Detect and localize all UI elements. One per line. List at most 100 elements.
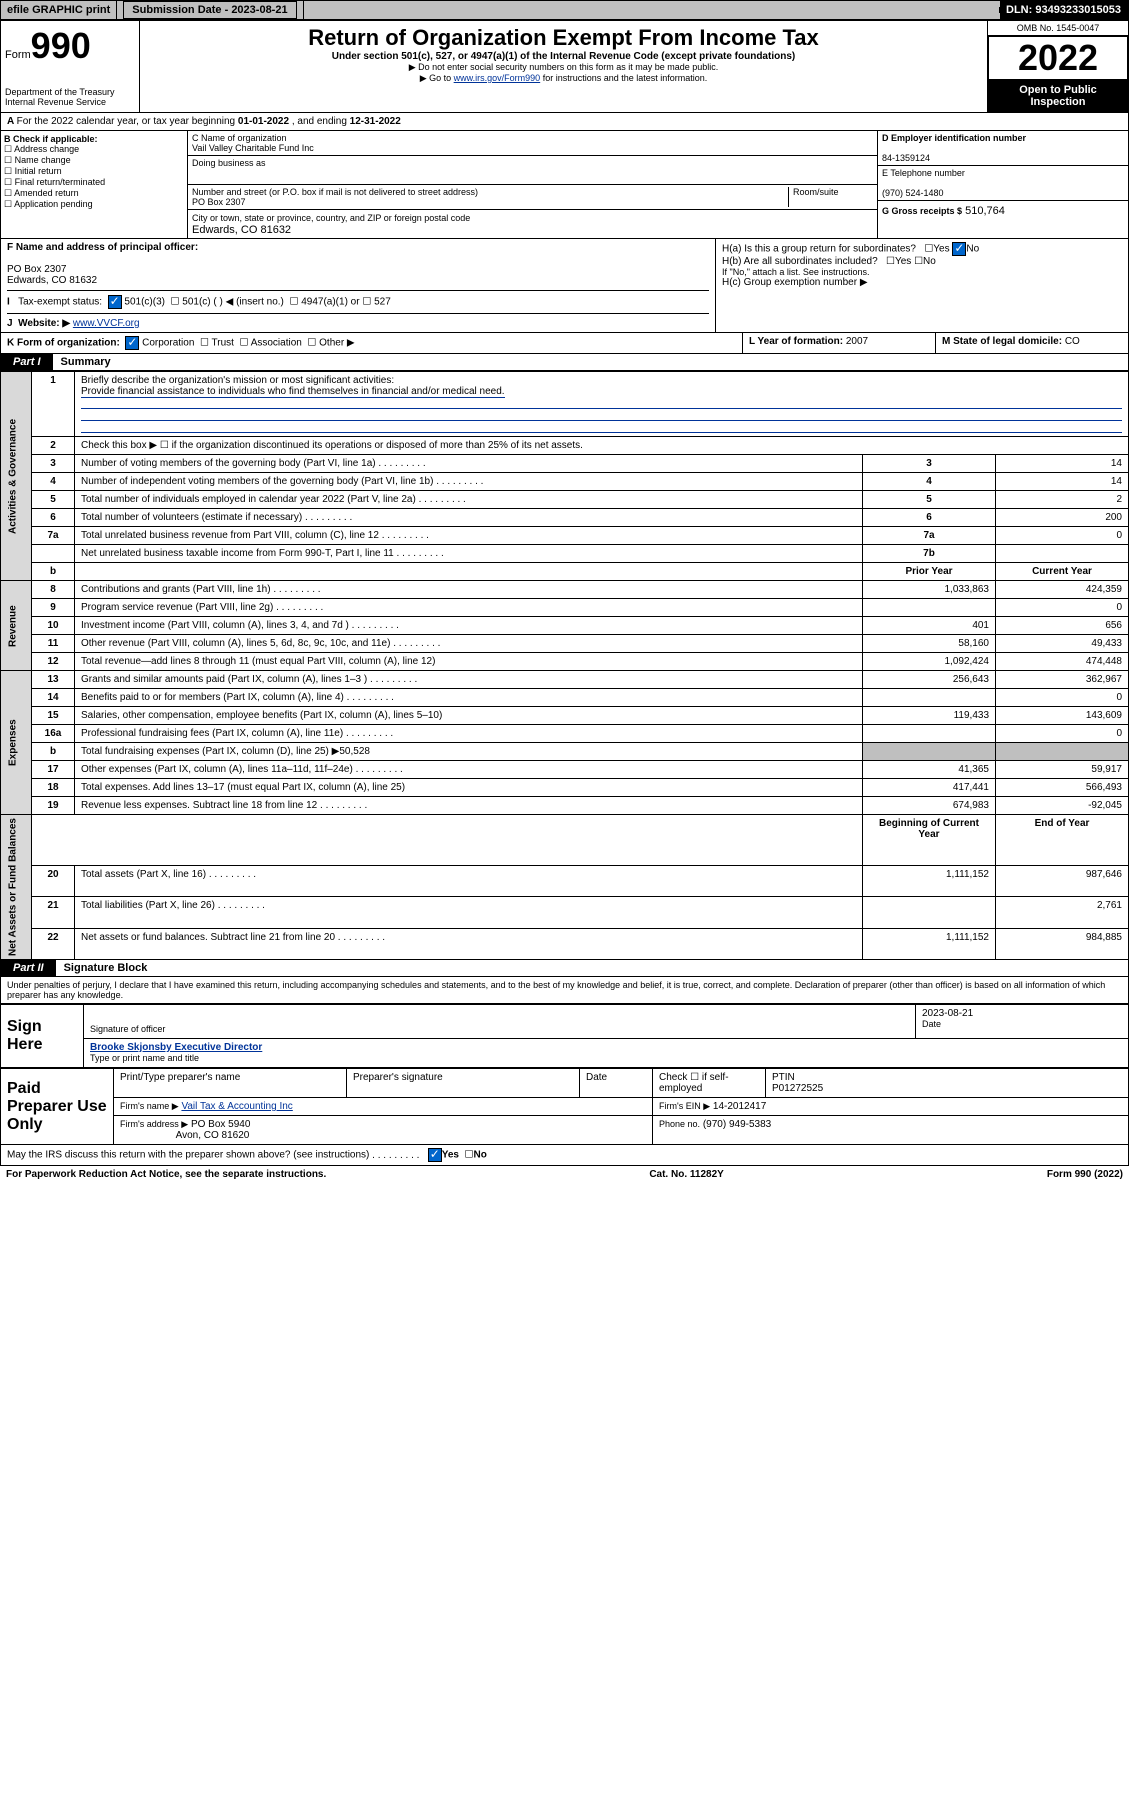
side-revenue: Revenue bbox=[1, 581, 32, 671]
officer-name[interactable]: Brooke Skjonsby Executive Director bbox=[90, 1042, 262, 1053]
h-a: H(a) Is this a group return for subordin… bbox=[722, 242, 1122, 256]
gross-receipts: 510,764 bbox=[965, 205, 1005, 217]
efile-label: efile GRAPHIC print bbox=[1, 1, 117, 19]
b-label: B Check if applicable: bbox=[4, 134, 184, 144]
omb-number: OMB No. 1545-0047 bbox=[988, 21, 1128, 36]
section-k-l-m: K Form of organization: Corporation ☐ Tr… bbox=[0, 333, 1129, 354]
org-name: Vail Valley Charitable Fund Inc bbox=[192, 143, 314, 153]
top-bar: efile GRAPHIC print Submission Date - 20… bbox=[0, 0, 1129, 20]
chk-self-emp[interactable]: Check ☐ if self-employed bbox=[653, 1069, 766, 1098]
chk-may-irs-yes[interactable] bbox=[428, 1148, 442, 1162]
declaration: Under penalties of perjury, I declare th… bbox=[0, 977, 1129, 1004]
val-7b bbox=[996, 545, 1129, 563]
section-f-h: F Name and address of principal officer:… bbox=[0, 239, 1129, 333]
date-label: Date bbox=[922, 1019, 941, 1029]
subtitle-2: ▶ Do not enter social security numbers o… bbox=[144, 62, 983, 73]
type-name-label: Type or print name and title bbox=[90, 1053, 199, 1063]
sign-here-label: Sign Here bbox=[1, 1005, 84, 1068]
pt-name-label: Print/Type preparer's name bbox=[114, 1069, 347, 1098]
j-label: Website: ▶ bbox=[18, 318, 73, 329]
subtitle-1: Under section 501(c), 527, or 4947(a)(1)… bbox=[144, 51, 983, 62]
k-label: K Form of organization: bbox=[7, 338, 120, 349]
main-title: Return of Organization Exempt From Incom… bbox=[144, 25, 983, 51]
h-b: H(b) Are all subordinates included? ☐Yes… bbox=[722, 256, 1122, 267]
form-word: Form bbox=[5, 49, 31, 61]
mission-text: Provide financial assistance to individu… bbox=[81, 386, 505, 398]
sig-officer-label: Signature of officer bbox=[90, 1024, 165, 1034]
pt-date-label: Date bbox=[580, 1069, 653, 1098]
chk-initial[interactable]: ☐ Initial return bbox=[4, 166, 184, 177]
part2-header: Part IISignature Block bbox=[0, 960, 1129, 977]
form-number: 990 bbox=[31, 25, 91, 66]
e-label: E Telephone number bbox=[882, 168, 965, 178]
dln-label: DLN: 93493233015053 bbox=[1000, 1, 1128, 19]
chk-amended[interactable]: ☐ Amended return bbox=[4, 188, 184, 199]
chk-name[interactable]: ☐ Name change bbox=[4, 155, 184, 166]
side-activities: Activities & Governance bbox=[1, 372, 32, 581]
part1-header: Part ISummary bbox=[0, 354, 1129, 371]
line-a: A For the 2022 calendar year, or tax yea… bbox=[0, 113, 1129, 131]
l1-text: Briefly describe the organization's miss… bbox=[81, 375, 394, 386]
firm-addr1: PO Box 5940 bbox=[191, 1119, 250, 1130]
website-link[interactable]: www.VVCF.org bbox=[73, 318, 140, 329]
chk-final[interactable]: ☐ Final return/terminated bbox=[4, 177, 184, 188]
f-label: F Name and address of principal officer: bbox=[7, 242, 709, 253]
chk-corp[interactable] bbox=[125, 336, 139, 350]
i-label: Tax-exempt status: bbox=[18, 297, 102, 308]
form-ref: Form 990 (2022) bbox=[1047, 1169, 1123, 1180]
val-7a: 0 bbox=[996, 527, 1129, 545]
d-label: D Employer identification number bbox=[882, 133, 1026, 143]
firm-phone-label: Phone no. bbox=[659, 1119, 700, 1129]
val-4: 14 bbox=[996, 473, 1129, 491]
firm-phone: (970) 949-5383 bbox=[703, 1119, 771, 1130]
pra-notice: For Paperwork Reduction Act Notice, see … bbox=[6, 1169, 326, 1180]
officer-addr1: PO Box 2307 bbox=[7, 264, 709, 275]
ptin-label: PTIN bbox=[772, 1072, 795, 1083]
addr-label: Number and street (or P.O. box if mail i… bbox=[192, 187, 478, 197]
side-expenses: Expenses bbox=[1, 671, 32, 815]
irs-label: Internal Revenue Service bbox=[5, 97, 135, 107]
chk-pending[interactable]: ☐ Application pending bbox=[4, 199, 184, 210]
h-c: H(c) Group exemption number ▶ bbox=[722, 277, 1122, 288]
val-5: 2 bbox=[996, 491, 1129, 509]
firm-name-label: Firm's name ▶ bbox=[120, 1101, 179, 1111]
val-6: 200 bbox=[996, 509, 1129, 527]
l2-text: Check this box ▶ ☐ if the organization d… bbox=[75, 437, 1129, 455]
g-label: G Gross receipts $ bbox=[882, 206, 962, 216]
cat-no: Cat. No. 11282Y bbox=[649, 1169, 723, 1180]
state-domicile: CO bbox=[1065, 336, 1080, 347]
firm-addr-label: Firm's address ▶ bbox=[120, 1119, 188, 1129]
submission-date-button[interactable]: Submission Date - 2023-08-21 bbox=[123, 1, 296, 19]
firm-name[interactable]: Vail Tax & Accounting Inc bbox=[181, 1101, 292, 1112]
org-address: PO Box 2307 bbox=[192, 197, 246, 207]
city-label: City or town, state or province, country… bbox=[192, 213, 470, 223]
phone-value: (970) 524-1480 bbox=[882, 188, 944, 198]
section-b-through-g: B Check if applicable: ☐ Address change … bbox=[0, 131, 1129, 239]
chk-501c3[interactable] bbox=[108, 295, 122, 309]
firm-ein-label: Firm's EIN ▶ bbox=[659, 1101, 710, 1111]
l-label: L Year of formation: bbox=[749, 336, 843, 347]
ptin-value: P01272525 bbox=[772, 1083, 823, 1094]
chk-address[interactable]: ☐ Address change bbox=[4, 144, 184, 155]
year-formation: 2007 bbox=[846, 336, 868, 347]
chk-ha-no[interactable] bbox=[952, 242, 966, 256]
paid-preparer-table: Paid Preparer Use Only Print/Type prepar… bbox=[0, 1068, 1129, 1145]
subtitle-3: ▶ Go to www.irs.gov/Form990 for instruct… bbox=[144, 73, 983, 84]
part1-table: Activities & Governance 1Briefly describ… bbox=[0, 371, 1129, 960]
c-name-label: C Name of organization bbox=[192, 133, 287, 143]
firm-addr2: Avon, CO 81620 bbox=[176, 1130, 250, 1141]
officer-addr2: Edwards, CO 81632 bbox=[7, 275, 709, 286]
sig-date: 2023-08-21 bbox=[922, 1008, 973, 1019]
side-net: Net Assets or Fund Balances bbox=[1, 815, 32, 960]
dept-treasury: Department of the Treasury bbox=[5, 87, 135, 97]
val-3: 14 bbox=[996, 455, 1129, 473]
irs-link[interactable]: www.irs.gov/Form990 bbox=[454, 73, 541, 83]
ein-value: 84-1359124 bbox=[882, 153, 930, 163]
h-b2: If "No," attach a list. See instructions… bbox=[722, 267, 1122, 277]
tax-year: 2022 bbox=[988, 36, 1128, 80]
org-city: Edwards, CO 81632 bbox=[192, 224, 291, 236]
pt-sig-label: Preparer's signature bbox=[347, 1069, 580, 1098]
footer: For Paperwork Reduction Act Notice, see … bbox=[0, 1166, 1129, 1183]
m-label: M State of legal domicile: bbox=[942, 336, 1062, 347]
dba-label: Doing business as bbox=[192, 158, 266, 168]
